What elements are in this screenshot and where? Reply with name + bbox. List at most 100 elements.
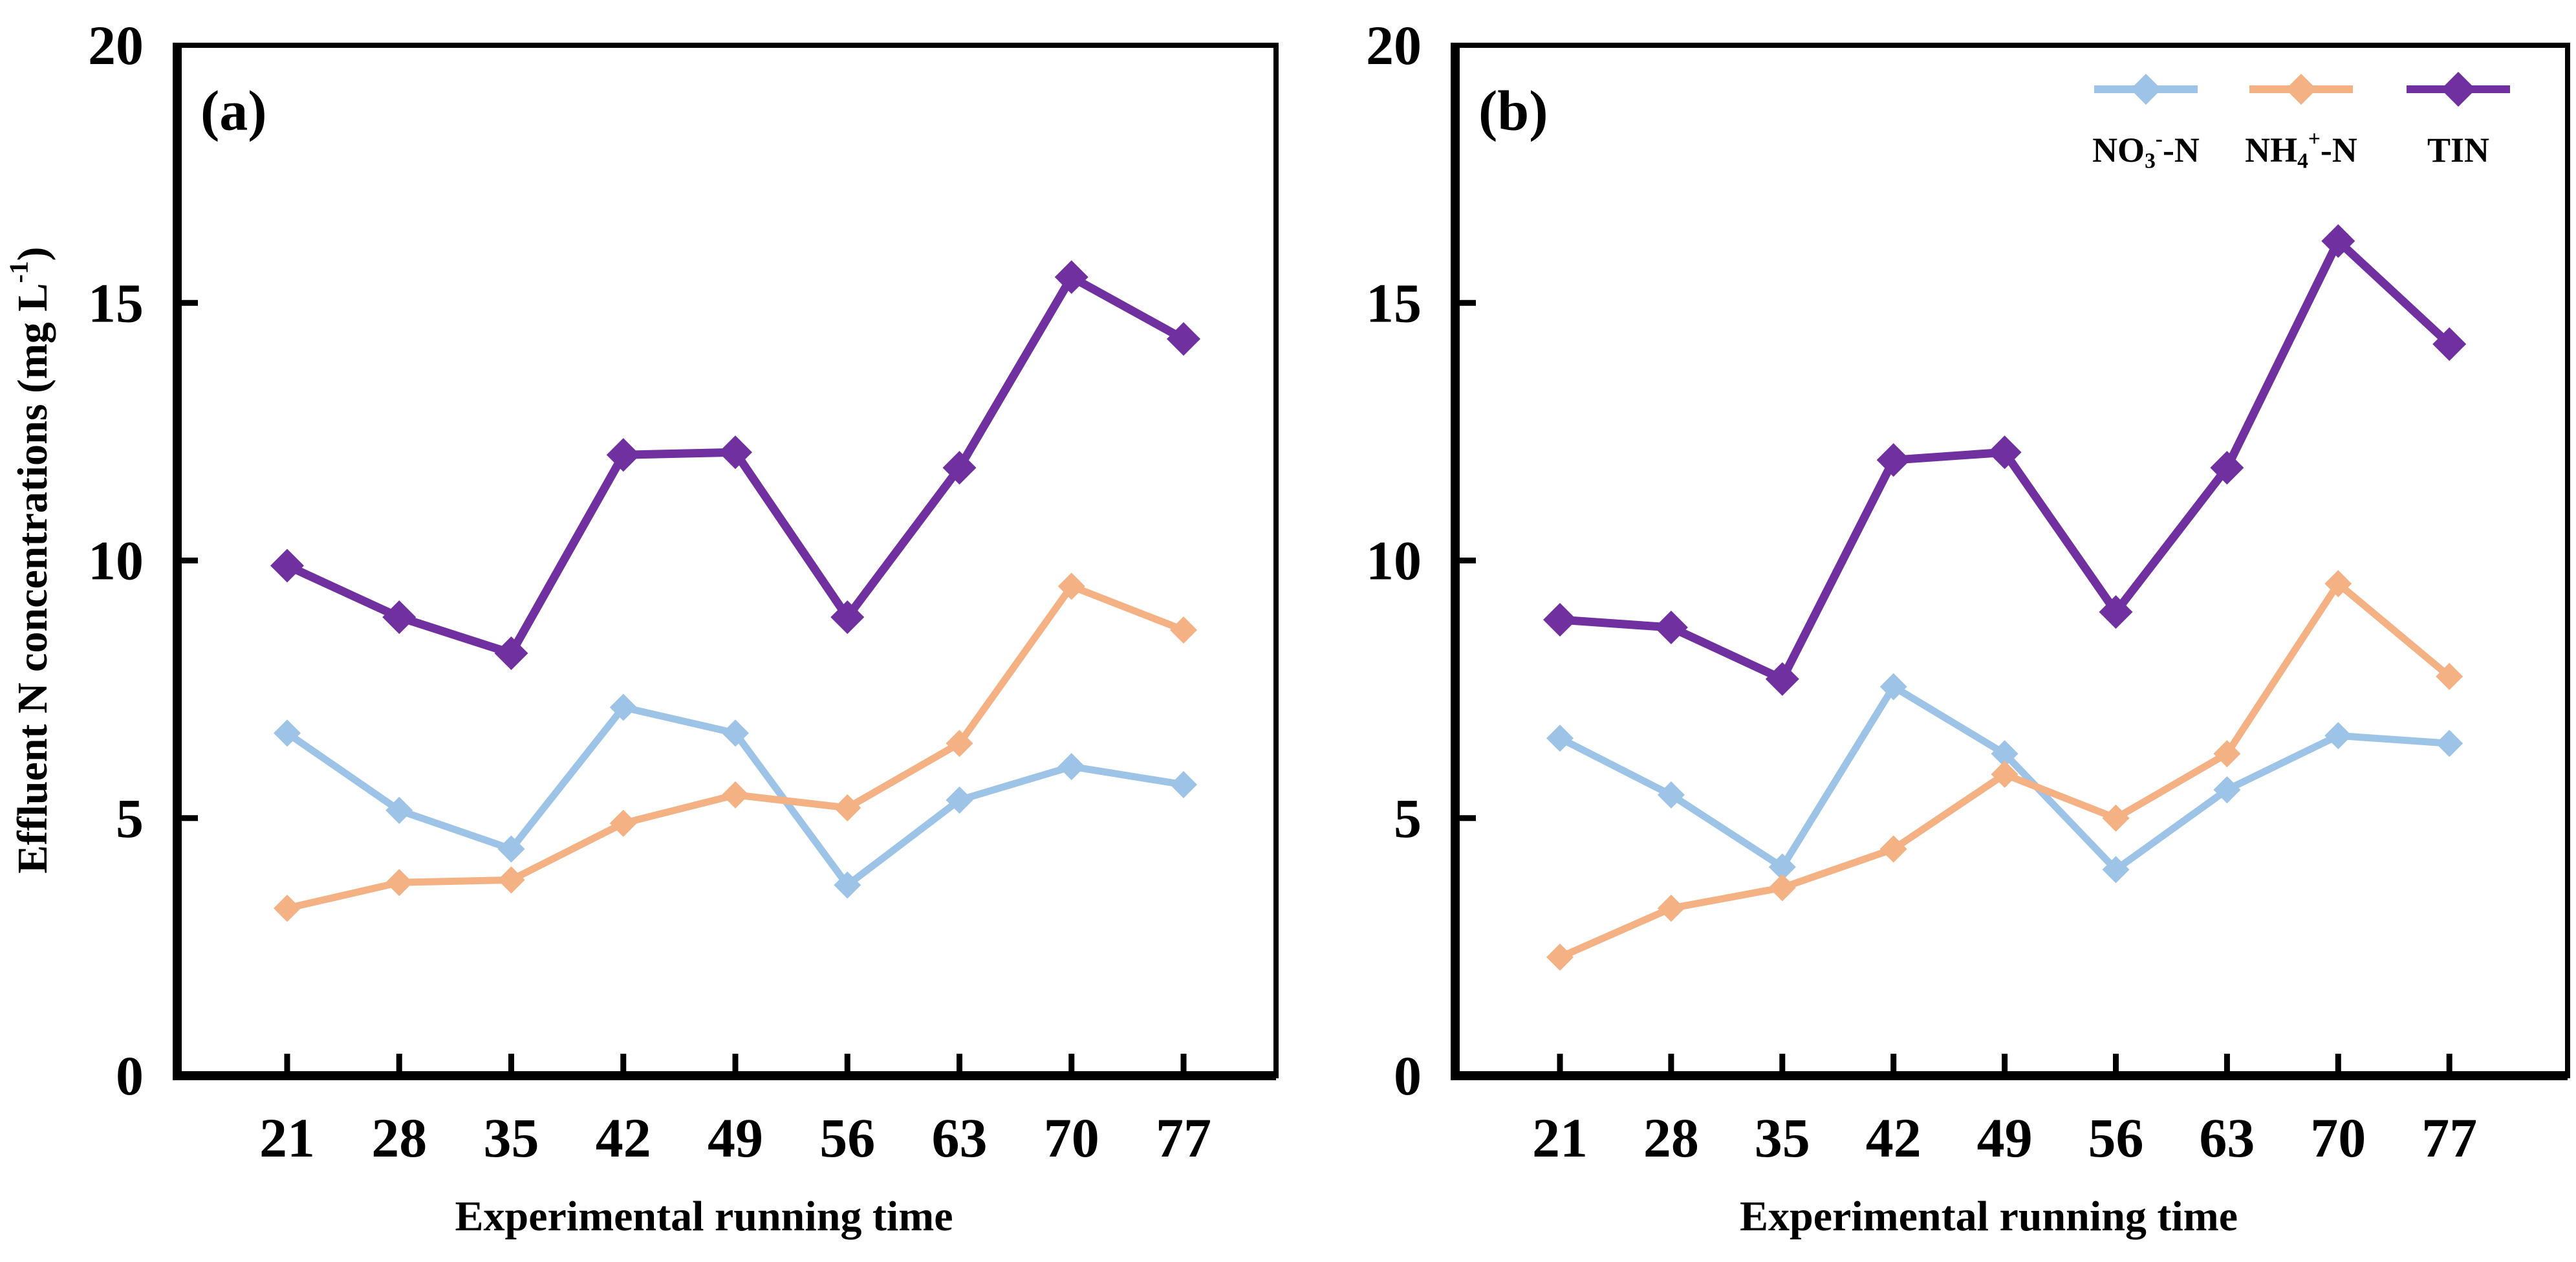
data-point-NH4+-N [2102,804,2130,832]
data-point-TIN [270,549,304,583]
legend-marker-tin [2441,72,2476,107]
data-point-NO3--N [1057,753,1085,781]
data-point-NO3--N [1879,673,1907,701]
data-point-TIN [1987,435,2022,470]
data-point-TIN [606,438,640,472]
data-point-TIN [1543,603,1577,637]
x-tick-label: 28 [371,1107,427,1169]
legend: NO3--N NH4+-N TIN [2092,72,2510,173]
data-point-NO3--N [2102,856,2130,884]
legend-marker-no3 [2130,74,2161,105]
data-point-NH4+-N [834,794,861,821]
panel-label: (a) [200,80,267,143]
y-tick-label: 15 [1366,272,1422,334]
data-point-TIN [1765,662,1799,696]
data-point-NH4+-N [2324,570,2352,598]
data-point-NH4+-N [1657,895,1685,922]
data-point-NH4+-N [2213,740,2241,768]
data-point-NH4+-N [1768,874,1796,902]
y-tick-label: 5 [116,787,144,849]
data-point-NO3--N [1546,724,1574,752]
data-point-NO3--N [1768,853,1796,881]
data-point-NH4+-N [385,869,413,897]
x-tick-label: 77 [1156,1107,1211,1169]
data-point-NH4+-N [1991,761,2019,789]
y-tick-label: 10 [1366,530,1422,592]
data-point-NH4+-N [274,895,301,922]
y-tick-label: 20 [1366,14,1422,76]
data-point-TIN [830,600,865,635]
data-point-NO3--N [497,835,525,863]
y-tick-label: 0 [1394,1045,1422,1107]
x-axis-title: Experimental running time [455,1193,953,1240]
legend-marker-nh4 [2286,74,2317,105]
data-point-NO3--N [2436,730,2463,757]
x-tick-label: 63 [2199,1107,2255,1169]
x-tick-label: 56 [819,1107,875,1169]
x-tick-label: 49 [708,1107,763,1169]
data-point-NH4+-N [2436,662,2463,690]
data-point-TIN [2321,224,2355,258]
data-point-NH4+-N [1057,572,1085,600]
data-point-NO3--N [2213,776,2241,803]
x-tick-label: 35 [484,1107,539,1169]
data-point-NH4+-N [1879,835,1907,863]
data-point-NO3--N [609,693,637,721]
x-tick-label: 42 [1866,1107,1921,1169]
legend-label-no3: NO3--N [2092,127,2200,173]
x-tick-label: 28 [1643,1107,1699,1169]
data-point-NH4+-N [1546,943,1574,971]
data-point-NO3--N [2324,722,2352,750]
y-tick-label: 0 [116,1045,144,1107]
data-point-TIN [2432,327,2467,361]
data-point-NH4+-N [497,866,525,894]
data-point-NH4+-N [609,809,637,837]
data-point-NO3--N [385,796,413,824]
legend-label-tin: TIN [2427,131,2489,169]
data-point-TIN [2210,451,2244,485]
data-point-NO3--N [1657,781,1685,809]
data-point-NH4+-N [1170,616,1197,644]
plot-frame [1453,43,2570,1078]
x-axis-title: Experimental running time [1740,1193,2238,1240]
plot-frame [175,43,1279,1078]
data-point-TIN [1876,443,1910,477]
data-point-NO3--N [1170,770,1197,798]
x-tick-label: 49 [1977,1107,2033,1169]
x-tick-label: 21 [1532,1107,1588,1169]
x-tick-label: 42 [596,1107,651,1169]
data-point-NO3--N [1991,740,2019,768]
x-tick-label: 77 [2421,1107,2477,1169]
panel-b: 0 5 10 15 20 21 28 35 42 49 56 63 70 77 Experimental r… [1366,14,2570,1240]
data-point-TIN [719,435,752,470]
series-line-NH4+-N [283,582,1187,912]
data-point-TIN [1654,611,1688,645]
x-tick-label: 35 [1755,1107,1810,1169]
x-tick-label: 56 [2088,1107,2144,1169]
legend-label-nh4: NH4+-N [2245,127,2357,173]
data-point-NH4+-N [946,730,973,757]
data-point-TIN [942,451,977,485]
data-point-NO3--N [722,719,749,747]
data-point-TIN [494,636,528,670]
y-tick-label: 15 [88,272,144,334]
data-point-NH4+-N [722,781,749,809]
data-point-TIN [2099,595,2133,629]
x-tick-label: 21 [259,1107,315,1169]
data-point-NO3--N [274,719,301,747]
y-axis-title: Effluent N concentrations (mg L-1) [4,247,56,874]
data-point-TIN [1167,322,1200,356]
panel-label: (b) [1478,80,1548,143]
x-tick-label: 63 [932,1107,988,1169]
data-point-TIN [382,600,417,635]
x-tick-label: 70 [2310,1107,2366,1169]
y-tick-label: 5 [1394,787,1422,849]
y-tick-label: 20 [88,14,144,76]
panel-a: 0 5 10 15 20 21 28 35 42 49 56 63 70 77 Experimental r… [88,14,1279,1240]
x-tick-label: 70 [1044,1107,1099,1169]
data-point-NO3--N [834,871,861,899]
data-point-TIN [1054,260,1088,294]
data-point-NO3--N [946,786,973,814]
